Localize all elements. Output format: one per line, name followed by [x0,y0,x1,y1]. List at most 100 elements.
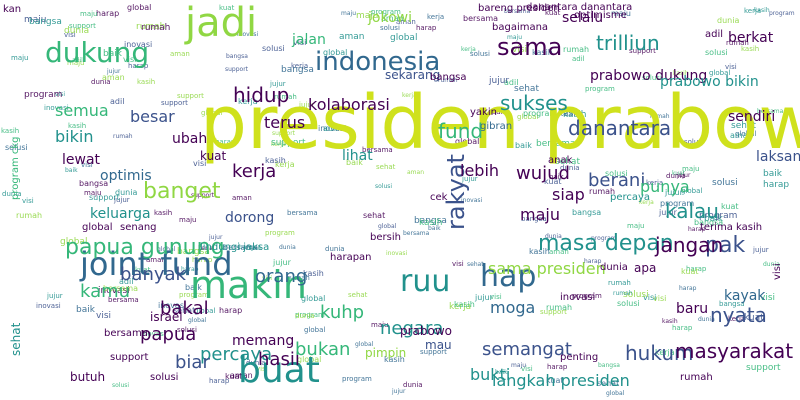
cloud-word: harapan [330,252,372,263]
cloud-word: nyata [710,303,767,327]
filler-word: harap [181,266,199,273]
filler-word: solusi [375,183,392,190]
filler-word: jujur [461,175,478,183]
cloud-word: baru [676,301,708,317]
filler-word: bangsa [29,17,62,27]
cloud-word: trilliun [596,31,660,55]
filler-word: rumah [287,274,310,282]
cloud-word: percaya [610,192,650,203]
filler-word: kerja [238,97,258,106]
cloud-word: visi [772,263,783,280]
filler-word: maju [11,54,29,62]
cloud-word: semua [55,101,109,120]
filler-word: kasih [154,209,172,217]
filler-word: program [179,291,209,299]
filler-word: kasih [532,48,553,57]
filler-word: support [177,92,204,100]
filler-word: kasih [1,127,19,135]
filler-word: kasih [741,45,759,53]
cloud-word: lindungi jaksa [200,242,269,253]
cloud-word: kuhp [320,302,364,323]
filler-word: kerja [198,245,213,252]
filler-word: inovasi [318,124,346,133]
filler-word: baik [65,167,78,174]
cloud-word: wujud [516,163,570,184]
filler-word: rumah [16,211,42,220]
filler-word: kasih [454,300,475,309]
filler-word: aman [146,256,166,264]
filler-word: baik [515,141,532,150]
filler-word: global [355,341,374,348]
cloud-word: papua gunung [65,235,225,260]
filler-word: global [201,109,222,117]
filler-word: jujur [391,388,406,395]
filler-word: support [540,308,567,316]
filler-word: adil [323,124,337,133]
filler-word: solusi [705,48,728,57]
filler-word: inovasi [158,301,186,310]
filler-word: jujur [106,68,121,75]
cloud-word: program ckg [10,136,21,200]
filler-word: harap [679,285,697,292]
filler-word: visi [64,31,76,39]
filler-word: kuat [721,202,739,211]
cloud-word: prabowo bikin [660,74,759,90]
filler-word: bersama [103,284,138,293]
filler-word: baik [763,169,783,179]
filler-word: global [517,113,538,121]
cloud-word: inovasi [560,292,595,303]
filler-word: bersama [463,14,498,23]
filler-word: rumah [546,303,572,312]
filler-word: baik [76,305,96,315]
filler-word: dunia [325,245,345,253]
filler-word: global [194,307,215,315]
filler-word: kuat [544,177,562,186]
cloud-word: sukses [500,91,568,115]
filler-word: kasih [754,7,770,14]
filler-word: aman [730,131,753,140]
cloud-word: lewat [62,152,101,168]
cloud-word: lihat [342,148,373,164]
filler-word: kasih [558,109,581,119]
filler-word: kerja [655,348,675,357]
filler-word: baik [185,283,202,292]
cloud-word: hasil [258,349,300,370]
filler-word: jujur [658,208,678,217]
filler-word: solusi [470,50,490,58]
filler-word: kasih [529,247,550,256]
filler-word: global [127,3,151,12]
cloud-word: optimisme [574,10,627,21]
filler-word: program [371,8,401,16]
cloud-word: global [82,222,113,233]
filler-word: program [572,292,602,300]
filler-word: sehat [467,261,484,268]
filler-word: kasih [662,318,678,325]
filler-word: sehat [376,163,396,171]
filler-word: visi [293,38,306,47]
filler-word: rumah [650,113,670,120]
cloud-word: masyarakat [675,339,793,363]
filler-word: jujur [474,293,494,302]
filler-word: support [89,193,120,202]
filler-word: global [735,130,756,138]
filler-word: harap [763,180,789,190]
filler-word: dunia [717,16,739,25]
filler-word: kasih [673,70,689,77]
cloud-word: kuat [200,149,227,163]
filler-word: aman [230,371,253,380]
filler-word: adil [72,57,83,64]
cloud-word: berani [588,170,645,191]
filler-word: global [157,246,176,253]
filler-word: visi [452,260,464,268]
cloud-word: jangan [654,233,723,257]
cloud-word: israel [150,310,183,324]
filler-word: dunia [2,190,22,198]
cloud-word: memang [232,333,294,349]
filler-word: adil [492,108,505,116]
filler-word: jujur [664,188,684,197]
filler-word: bersama [504,8,531,15]
filler-word: rumah [274,93,297,101]
filler-word: solusi [617,299,640,308]
cloud-word: terus [264,113,305,132]
